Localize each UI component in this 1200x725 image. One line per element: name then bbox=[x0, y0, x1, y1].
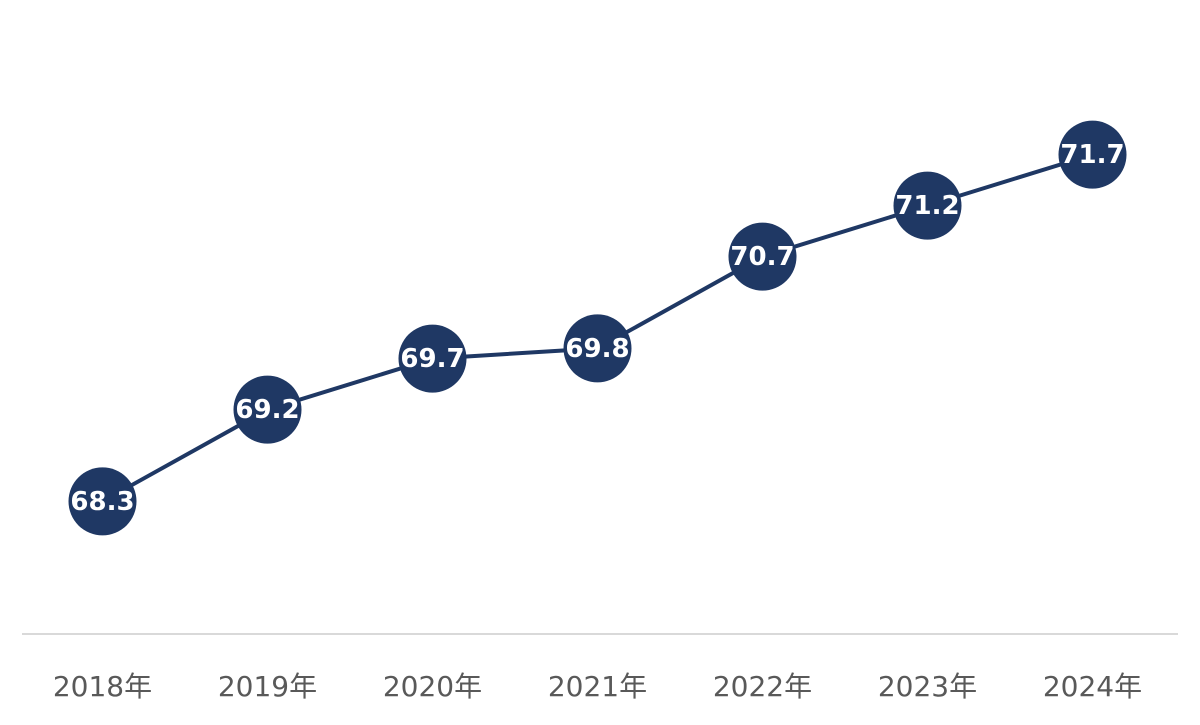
data-label: 69.8 bbox=[565, 334, 629, 364]
data-point bbox=[893, 171, 962, 240]
x-tick-label: 2023年 bbox=[878, 670, 977, 703]
data-label: 68.3 bbox=[70, 487, 134, 517]
data-point bbox=[68, 467, 137, 536]
x-tick-label: 2020年 bbox=[383, 670, 482, 703]
data-label: 71.7 bbox=[1060, 140, 1124, 170]
x-tick-label: 2021年 bbox=[548, 670, 647, 703]
data-label: 70.7 bbox=[730, 242, 794, 272]
data-point bbox=[728, 222, 797, 291]
data-point bbox=[233, 375, 302, 444]
x-tick-label: 2019年 bbox=[218, 670, 317, 703]
data-point bbox=[398, 324, 467, 393]
data-point bbox=[563, 314, 632, 383]
data-point bbox=[1058, 120, 1127, 189]
x-tick-label: 2018年 bbox=[53, 670, 152, 703]
x-tick-label: 2022年 bbox=[713, 670, 812, 703]
data-label: 69.2 bbox=[235, 395, 299, 425]
data-label: 71.2 bbox=[895, 191, 959, 221]
data-label: 69.7 bbox=[400, 344, 464, 374]
x-tick-label: 2024年 bbox=[1043, 670, 1142, 703]
